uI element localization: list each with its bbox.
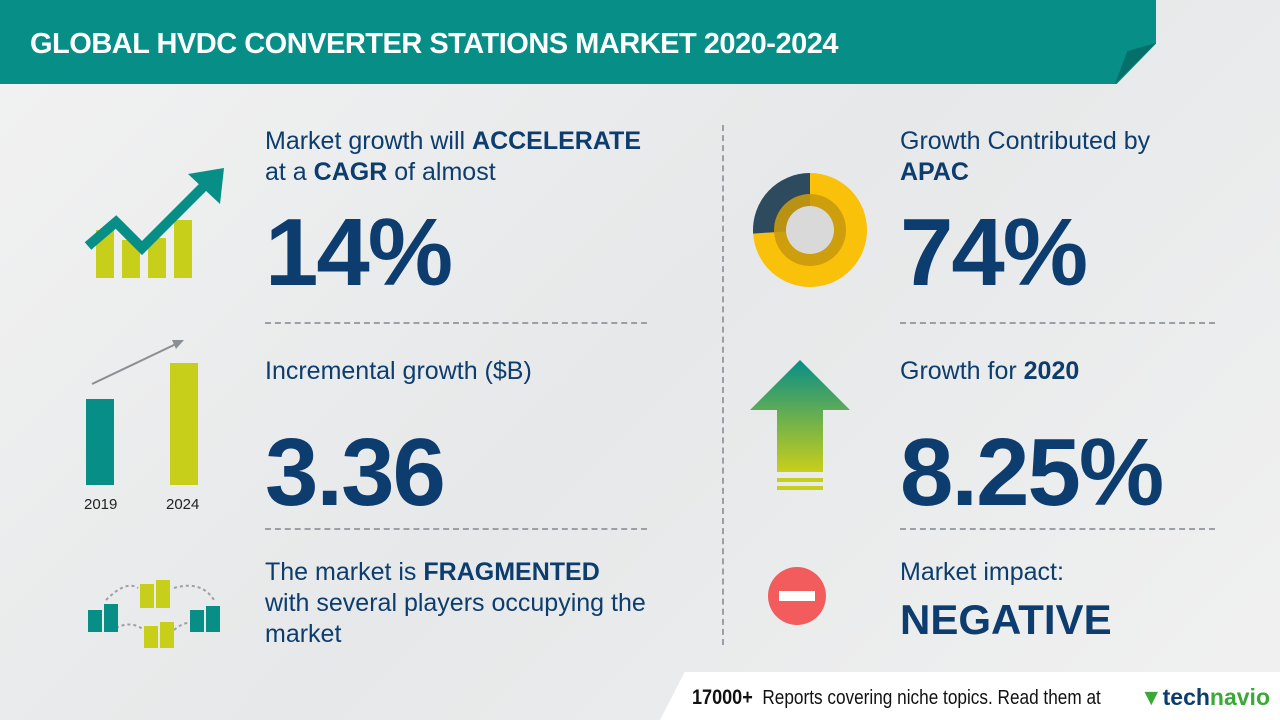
region-label: Growth Contributed by APAC (900, 127, 1151, 186)
bar-growth-icon (86, 340, 198, 485)
cagr-label: Market growth will ACCELERATE at a CAGR o… (265, 127, 641, 186)
yoy-value: 8.25% (900, 419, 1164, 526)
divider (900, 528, 1215, 530)
vertical-divider (722, 125, 724, 645)
year-start: 2019 (84, 496, 118, 513)
divider (265, 528, 647, 530)
growth-chart-icon (84, 168, 224, 278)
yoy-label: Growth for 2020 (900, 357, 1080, 385)
title-banner (0, 0, 1156, 84)
region-value: 74% (900, 199, 1088, 306)
page-title: GLOBAL HVDC CONVERTER STATIONS MARKET 20… (30, 28, 838, 60)
donut-chart-icon (753, 173, 867, 287)
buildings-icon (88, 580, 220, 648)
incremental-value: 3.36 (265, 419, 446, 526)
cagr-value: 14% (265, 199, 453, 306)
fragmented-label: The market is FRAGMENTED with several pla… (265, 558, 646, 648)
up-arrow-icon (750, 360, 850, 490)
footer-text: 17000+ Reports covering niche topics. Re… (692, 686, 1101, 709)
year-end: 2024 (166, 496, 200, 513)
minus-circle-icon (768, 567, 826, 625)
impact-value: NEGATIVE (900, 596, 1112, 643)
incremental-label: Incremental growth ($B) (265, 357, 532, 385)
divider (265, 322, 647, 324)
footer-bar (660, 672, 1280, 720)
impact-label: Market impact: (900, 558, 1064, 586)
divider (900, 322, 1215, 324)
technavio-logo[interactable]: ▼technavio (1139, 684, 1270, 710)
